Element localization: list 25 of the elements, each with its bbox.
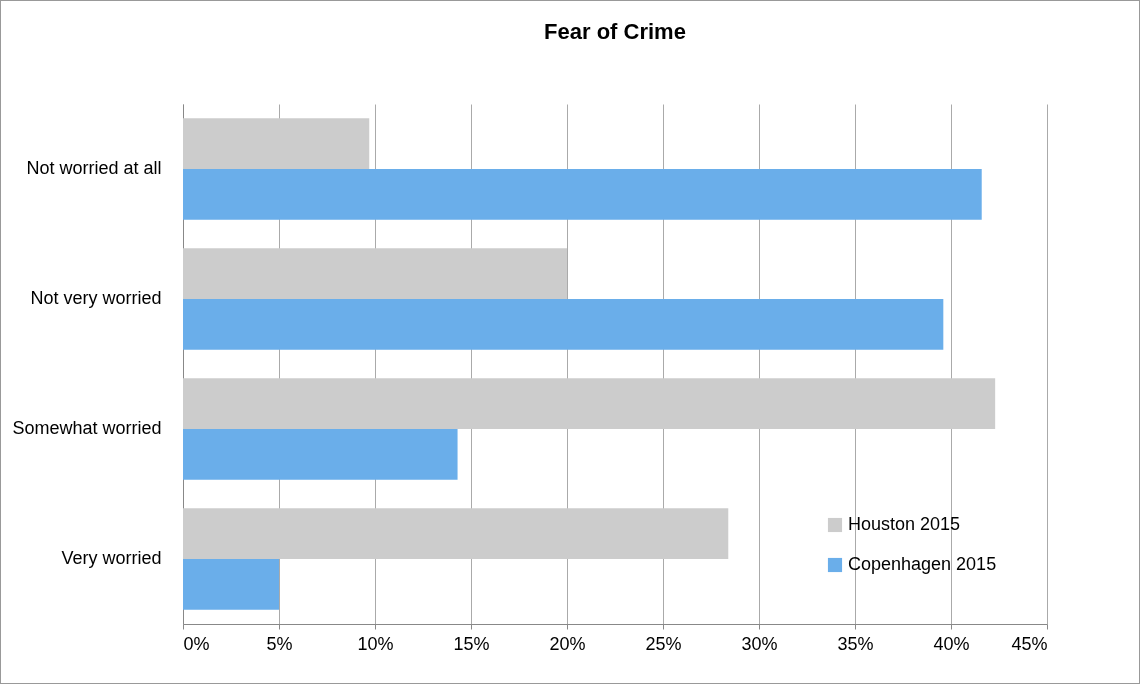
x-tick-label: 5% bbox=[266, 633, 293, 654]
x-tick-label: 35% bbox=[837, 633, 874, 654]
x-tick-label: 20% bbox=[549, 633, 586, 654]
y-tick-label: Somewhat worried bbox=[12, 418, 162, 438]
x-tick-label: 45% bbox=[1011, 633, 1048, 654]
bar bbox=[183, 559, 279, 610]
x-tick-label: 25% bbox=[645, 633, 682, 654]
y-tick-label: Very worried bbox=[61, 548, 162, 568]
x-tick-label: 15% bbox=[453, 633, 490, 654]
bar bbox=[183, 429, 458, 480]
x-tick-label: 0% bbox=[183, 633, 210, 654]
bar bbox=[183, 248, 567, 299]
bar bbox=[183, 508, 729, 559]
y-tick-label: Not very worried bbox=[30, 288, 162, 308]
y-tick-label: Not worried at all bbox=[26, 158, 162, 178]
x-tick-label: 30% bbox=[741, 633, 778, 654]
bar bbox=[183, 299, 944, 350]
legend-label: Copenhagen 2015 bbox=[848, 554, 997, 574]
bar bbox=[183, 378, 996, 429]
x-tick-label: 10% bbox=[357, 633, 394, 654]
chart-title: Fear of Crime bbox=[544, 19, 686, 44]
legend-label: Houston 2015 bbox=[848, 514, 961, 534]
bar bbox=[183, 118, 370, 169]
bar bbox=[183, 169, 982, 220]
x-tick-label: 40% bbox=[933, 633, 970, 654]
